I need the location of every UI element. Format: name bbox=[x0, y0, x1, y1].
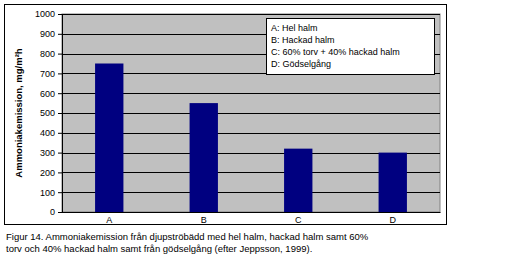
y-tick-label: 800 bbox=[40, 49, 55, 59]
y-tick-mark bbox=[58, 113, 62, 114]
plot-area bbox=[62, 14, 440, 212]
y-tick: 400 bbox=[40, 128, 62, 138]
x-tick-label: B bbox=[201, 215, 207, 225]
y-tick-mark bbox=[58, 172, 62, 173]
grid-line bbox=[62, 212, 440, 213]
bar bbox=[284, 149, 312, 212]
y-tick: 500 bbox=[40, 108, 62, 118]
caption-line: torv och 40% hackad halm samt från gödse… bbox=[6, 243, 312, 254]
y-tick-label: 200 bbox=[40, 168, 55, 178]
bar bbox=[95, 64, 123, 213]
y-tick-mark bbox=[58, 212, 62, 213]
x-tick-label: D bbox=[390, 215, 397, 225]
y-tick: 100 bbox=[40, 188, 62, 198]
y-axis-line bbox=[58, 15, 63, 213]
y-axis: 0 100 200 300 400 500 600 700 800 900 1000 bbox=[35, 9, 63, 217]
grid-line bbox=[62, 14, 440, 15]
annotation: A: Hel halm bbox=[271, 23, 318, 33]
y-tick: 0 bbox=[50, 207, 62, 217]
y-tick-mark bbox=[58, 133, 62, 134]
y-tick: 800 bbox=[40, 49, 62, 59]
bar bbox=[379, 153, 407, 212]
y-tick-mark bbox=[58, 192, 62, 193]
y-tick-label: 900 bbox=[40, 29, 55, 39]
y-tick-label: 600 bbox=[40, 89, 55, 99]
x-tick: B bbox=[201, 212, 207, 225]
y-tick-mark bbox=[58, 93, 62, 94]
y-tick-label: 300 bbox=[40, 148, 55, 158]
chart: 0 100 200 300 400 500 600 700 800 900 1000 A B C D Ammo… bbox=[0, 0, 510, 271]
x-tick: D bbox=[390, 212, 397, 225]
x-tick-label: A bbox=[106, 215, 112, 225]
annotation: C: 60% torv + 40% hackad halm bbox=[271, 47, 400, 57]
bars bbox=[95, 64, 407, 213]
legend-frame bbox=[267, 19, 435, 75]
y-tick-label: 1000 bbox=[35, 9, 55, 19]
y-tick-mark bbox=[58, 73, 62, 74]
legend-box: A: Hel halm B: Hackad halm C: 60% torv + 4… bbox=[267, 19, 435, 75]
x-tick: C bbox=[295, 212, 302, 225]
annotation: B: Hackad halm bbox=[271, 35, 335, 45]
y-tick-mark bbox=[58, 153, 62, 154]
y-tick: 700 bbox=[40, 69, 62, 79]
x-axis-line bbox=[63, 212, 441, 213]
x-tick: A bbox=[106, 212, 112, 225]
y-tick-label: 0 bbox=[50, 207, 55, 217]
y-tick-mark bbox=[58, 54, 62, 55]
caption: Figur 14. Ammoniakemission från djupströ… bbox=[6, 231, 369, 254]
bar bbox=[190, 103, 218, 212]
y-tick: 300 bbox=[40, 148, 62, 158]
y-tick-mark bbox=[58, 34, 62, 35]
y-tick: 900 bbox=[40, 29, 62, 39]
caption-line: Figur 14. Ammoniakemission från djupströ… bbox=[6, 231, 369, 242]
grid bbox=[62, 15, 440, 213]
y-tick: 200 bbox=[40, 168, 62, 178]
y-tick-label: 400 bbox=[40, 128, 55, 138]
x-axis: A B C D bbox=[63, 212, 441, 225]
x-tick-label: C bbox=[295, 215, 302, 225]
y-axis-title: Ammoniakemission, mg/m²h bbox=[13, 48, 24, 178]
y-tick-label: 700 bbox=[40, 69, 55, 79]
y-tick: 600 bbox=[40, 89, 62, 99]
y-tick: 1000 bbox=[35, 9, 62, 19]
y-tick-label: 100 bbox=[40, 188, 55, 198]
y-tick-mark bbox=[58, 14, 62, 15]
y-tick-label: 500 bbox=[40, 108, 55, 118]
annotation: D: Gödselgång bbox=[271, 59, 331, 69]
chart-frame bbox=[5, 5, 447, 225]
